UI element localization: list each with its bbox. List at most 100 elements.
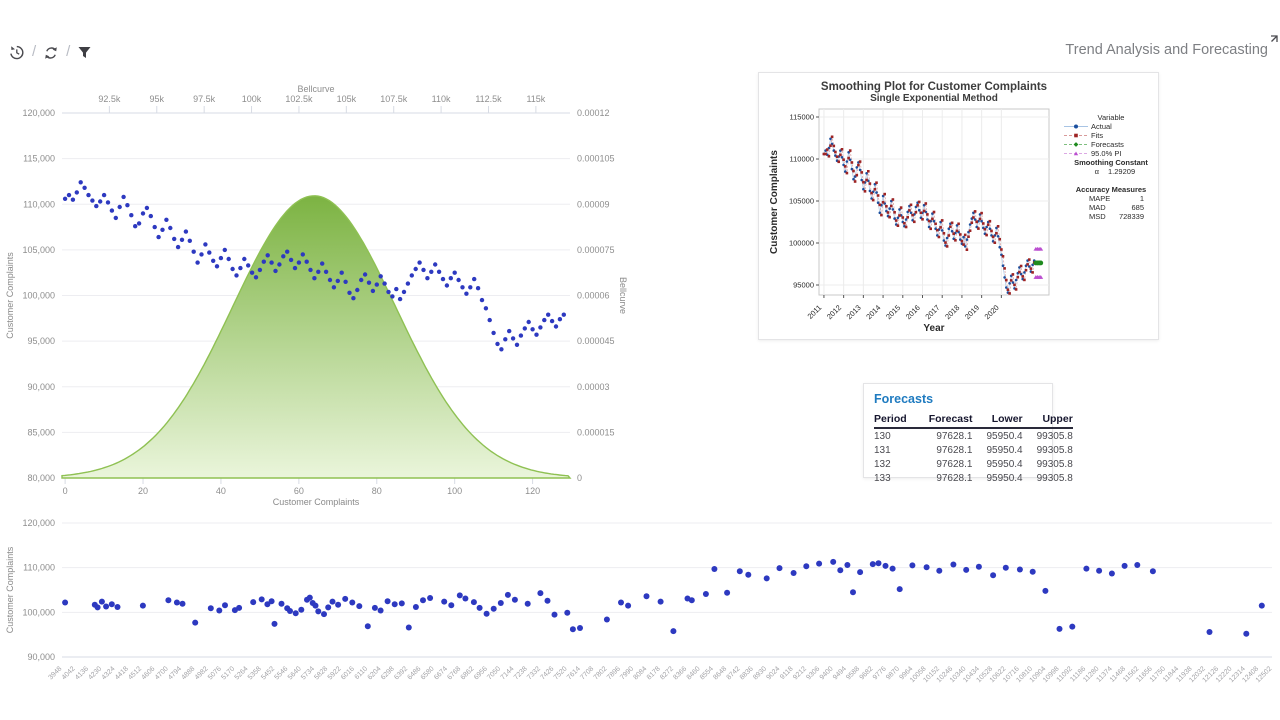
bottom-scatter-point[interactable]	[349, 599, 356, 606]
main-scatter-point[interactable]	[514, 342, 520, 347]
bottom-scatter-point[interactable]	[511, 596, 518, 603]
main-scatter-point[interactable]	[479, 297, 485, 303]
fits-point[interactable]	[871, 198, 875, 202]
actual-point[interactable]	[829, 137, 832, 141]
main-scatter-point[interactable]	[460, 285, 465, 290]
bottom-scatter-point[interactable]	[1258, 602, 1265, 609]
main-scatter-point[interactable]	[234, 273, 239, 278]
main-scatter-point[interactable]	[522, 326, 527, 331]
bottom-scatter-point[interactable]	[278, 600, 285, 607]
main-scatter-point[interactable]	[203, 242, 208, 247]
bottom-scatter-point[interactable]	[1069, 623, 1076, 630]
actual-point[interactable]	[855, 166, 859, 169]
main-scatter-point[interactable]	[113, 215, 119, 221]
main-scatter-point[interactable]	[323, 269, 329, 274]
fits-point[interactable]	[952, 232, 955, 235]
fits-point[interactable]	[975, 220, 978, 224]
bottom-scatter-point[interactable]	[298, 606, 305, 613]
main-scatter-point[interactable]	[257, 267, 263, 273]
bottom-scatter-point[interactable]	[192, 619, 199, 626]
main-scatter-point[interactable]	[296, 260, 302, 265]
main-scatter-point[interactable]	[347, 290, 352, 295]
fits-point[interactable]	[855, 173, 859, 177]
actual-point[interactable]	[962, 235, 965, 239]
actual-point[interactable]	[1003, 276, 1006, 279]
bottom-scatter-point[interactable]	[222, 602, 228, 609]
fits-point[interactable]	[917, 200, 921, 204]
main-scatter-point[interactable]	[300, 252, 305, 257]
bottom-scatter-point[interactable]	[577, 625, 583, 631]
fits-point[interactable]	[986, 223, 990, 226]
main-scatter-point[interactable]	[249, 270, 255, 275]
fits-point[interactable]	[850, 161, 854, 164]
main-scatter-point[interactable]	[397, 296, 403, 302]
bottom-scatter-point[interactable]	[427, 595, 434, 601]
fits-point[interactable]	[876, 194, 880, 197]
bottom-scatter-point[interactable]	[837, 567, 844, 574]
bottom-scatter-point[interactable]	[335, 601, 342, 608]
fits-point[interactable]	[899, 206, 903, 209]
bottom-scatter-point[interactable]	[405, 624, 412, 631]
main-scatter-point[interactable]	[214, 264, 220, 269]
bottom-scatter-point[interactable]	[618, 599, 624, 606]
table-row[interactable]: 131 97628.1 95950.4 99305.8	[874, 443, 1073, 457]
bottom-scatter-point[interactable]	[173, 599, 180, 606]
actual-point[interactable]	[860, 178, 863, 182]
bottom-scatter-point[interactable]	[456, 592, 463, 599]
fits-point[interactable]	[1021, 275, 1024, 278]
main-scatter-point[interactable]	[507, 328, 512, 334]
fits-point[interactable]	[1013, 283, 1016, 287]
fits-point[interactable]	[944, 241, 947, 244]
fits-point[interactable]	[982, 222, 985, 225]
main-scatter-point[interactable]	[421, 267, 426, 273]
fits-point[interactable]	[1001, 255, 1005, 258]
fits-point[interactable]	[886, 211, 890, 214]
bottom-scatter-point[interactable]	[1016, 566, 1023, 573]
main-scatter-point[interactable]	[320, 261, 325, 266]
fits-point[interactable]	[963, 233, 967, 237]
main-scatter-point[interactable]	[269, 260, 274, 265]
bottom-scatter-point[interactable]	[537, 590, 544, 597]
bottom-scatter-point[interactable]	[830, 558, 837, 565]
main-scatter-point[interactable]	[242, 256, 247, 262]
bottom-scatter-point[interactable]	[688, 597, 695, 604]
fits-point[interactable]	[852, 169, 855, 173]
bottom-scatter-point[interactable]	[250, 599, 257, 606]
bottom-scatter-point[interactable]	[98, 598, 105, 605]
bottom-scatter-point[interactable]	[1149, 568, 1156, 575]
main-scatter-point[interactable]	[133, 224, 138, 229]
fits-point[interactable]	[853, 180, 857, 183]
bottom-scatter-point[interactable]	[306, 594, 313, 601]
main-scatter-point[interactable]	[292, 265, 298, 271]
fits-point[interactable]	[1008, 292, 1011, 295]
fits-point[interactable]	[873, 188, 877, 191]
fits-point[interactable]	[977, 227, 980, 230]
bottom-scatter-point[interactable]	[268, 598, 275, 605]
bottom-scatter-point[interactable]	[763, 575, 770, 582]
fits-point[interactable]	[955, 229, 959, 233]
main-scatter-point[interactable]	[288, 257, 294, 263]
main-scatter-point[interactable]	[436, 269, 442, 274]
actual-point[interactable]	[1028, 265, 1031, 268]
fits-point[interactable]	[932, 210, 936, 214]
actual-point[interactable]	[875, 191, 878, 194]
fits-point[interactable]	[924, 202, 928, 205]
fits-point[interactable]	[1014, 288, 1018, 291]
fits-point[interactable]	[950, 221, 954, 225]
actual-point[interactable]	[878, 211, 882, 215]
fits-point[interactable]	[980, 211, 983, 215]
actual-point[interactable]	[909, 211, 913, 215]
main-scatter-point[interactable]	[425, 276, 430, 281]
bottom-scatter-point[interactable]	[1134, 562, 1141, 568]
main-scatter-point[interactable]	[374, 282, 379, 287]
bottom-scatter-point[interactable]	[342, 595, 349, 602]
fits-point[interactable]	[945, 245, 949, 248]
actual-point[interactable]	[942, 239, 946, 242]
bottom-scatter-point[interactable]	[963, 566, 970, 573]
fits-point[interactable]	[1005, 278, 1008, 282]
bottom-scatter-point[interactable]	[909, 562, 916, 569]
actual-point[interactable]	[940, 229, 944, 232]
main-scatter-point[interactable]	[191, 249, 196, 254]
bottom-scatter-point[interactable]	[1002, 564, 1009, 571]
main-scatter-point[interactable]	[70, 197, 76, 202]
